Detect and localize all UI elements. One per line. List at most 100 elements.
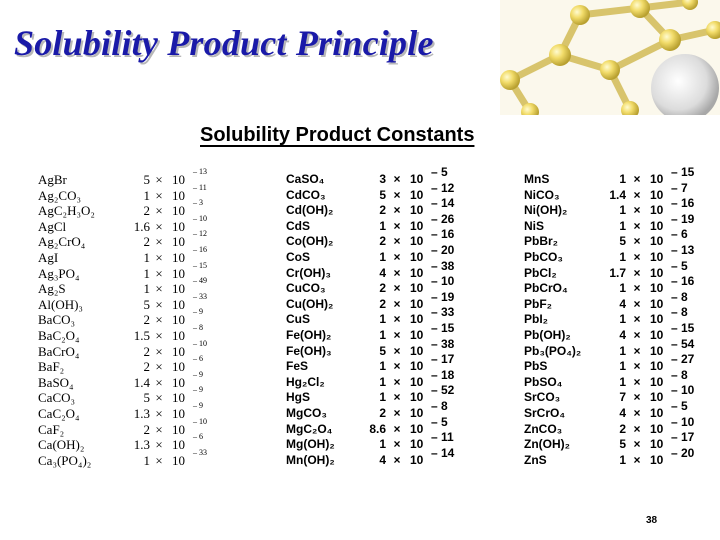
ksp-base: 10 (650, 374, 664, 389)
times-sign: × (393, 218, 401, 233)
compound-name: CuCO₃ (286, 281, 326, 296)
compound-name: CdS (286, 218, 310, 233)
times-sign: × (155, 234, 163, 250)
ksp-mantissa: 1 (619, 452, 626, 467)
compound-name: Pb₃(PO₄)₂ (524, 343, 582, 358)
table-row: PbCrO₄ 1 × 10 – 16 (524, 275, 720, 297)
ksp-exponent: – 16 (193, 244, 207, 254)
ksp-mantissa: 1 (619, 172, 626, 186)
times-sign: × (393, 203, 401, 218)
ksp-base: 10 (650, 218, 664, 233)
ksp-mantissa: 1 (143, 187, 151, 203)
times-sign: × (155, 281, 163, 297)
times-sign: × (393, 374, 401, 389)
table-row: BaCO₃ 2 × 10 – 9 (38, 308, 238, 328)
ksp-base: 10 (650, 343, 664, 358)
compound-name: BaCrO₄ (38, 343, 80, 359)
ksp-mantissa: 5 (143, 296, 151, 312)
ksp-base: 10 (410, 172, 424, 186)
ksp-exponent: – 15 (671, 165, 695, 179)
table-row: BaSO₄ 1.4 × 10 – 9 (38, 370, 238, 391)
ksp-base: 10 (172, 203, 185, 219)
times-sign: × (633, 265, 641, 280)
compound-name: CaF₂ (38, 421, 65, 437)
compound-name: Fe(OH)₂ (286, 327, 332, 342)
times-sign: × (633, 312, 641, 327)
ksp-base: 10 (172, 265, 185, 281)
ksp-exponent: – 20 (431, 242, 455, 257)
ksp-mantissa: 1 (379, 312, 386, 327)
ksp-mantissa: 2 (143, 203, 151, 219)
ksp-exponent: – 8 (671, 305, 688, 320)
ksp-base: 10 (650, 296, 664, 311)
compound-name: HgS (286, 390, 310, 405)
ksp-base: 10 (650, 249, 664, 264)
times-sign: × (393, 405, 401, 420)
table-row: AgI 1 × 10 – 16 (38, 245, 238, 266)
ksp-exponent: – 38 (431, 336, 455, 351)
ksp-mantissa: 1 (619, 249, 626, 264)
compound-name: Ca(OH)₂ (38, 437, 85, 453)
ksp-mantissa: 5 (379, 343, 386, 358)
compound-name: PbI₂ (524, 312, 548, 327)
ksp-base: 10 (650, 265, 664, 280)
ksp-exponent: – 10 (193, 213, 207, 223)
table-row: CaC₂O₄ 1.3 × 10 – 9 (38, 401, 238, 422)
ksp-mantissa: 5 (143, 172, 151, 187)
times-sign: × (393, 390, 401, 405)
compound-name: MgC₂O₄ (286, 421, 333, 436)
ksp-exponent: – 16 (431, 227, 455, 242)
ksp-base: 10 (650, 359, 664, 374)
ksp-exponent: – 49 (193, 276, 207, 286)
compound-name: PbS (524, 359, 548, 374)
table-row: PbS 1 × 10 – 27 (524, 353, 720, 375)
table-row: NiCO₃ 1.4 × 10 – 7 (524, 182, 720, 204)
table-row: Ca₃(PO₄)₂ 1 × 10 – 33 (38, 448, 238, 469)
ksp-exponent: – 16 (671, 274, 695, 289)
table-row: Fe(OH)₂ 1 × 10 – 15 (286, 322, 486, 344)
table-row: MgCO₃ 2 × 10 – 8 (286, 400, 486, 422)
compound-name: PbSO₄ (524, 374, 563, 389)
ksp-exponent: – 9 (193, 400, 203, 410)
times-sign: × (155, 203, 163, 219)
compound-name: Cd(OH)₂ (286, 203, 334, 218)
compound-name: Hg₂Cl₂ (286, 374, 325, 389)
times-sign: × (393, 281, 401, 296)
ksp-exponent: – 20 (671, 445, 695, 460)
ksp-exponent: – 13 (671, 242, 695, 257)
ksp-base: 10 (172, 437, 185, 453)
ksp-exponent: – 12 (431, 180, 455, 195)
ksp-base: 10 (172, 327, 185, 343)
table-row: Ag₂CrO₄ 2 × 10 – 12 (38, 230, 238, 250)
ksp-base: 10 (410, 359, 424, 374)
ksp-mantissa: 2 (379, 203, 386, 218)
table-row: AgCl 1.6 × 10 – 10 (38, 214, 238, 235)
ksp-exponent: – 9 (193, 369, 203, 379)
ksp-mantissa: 1 (379, 249, 386, 264)
ksp-mantissa: 1 (379, 218, 386, 233)
times-sign: × (155, 405, 163, 421)
ksp-mantissa: 1 (619, 218, 626, 233)
table-row: MgC₂O₄ 8.6 × 10 – 5 (286, 416, 486, 438)
table-row: Cr(OH)₃ 4 × 10 – 38 (286, 260, 486, 282)
times-sign: × (393, 359, 401, 374)
ksp-base: 10 (410, 327, 424, 342)
ksp-mantissa: 1 (379, 390, 386, 405)
ksp-exponent: – 9 (193, 307, 203, 317)
times-sign: × (155, 343, 163, 359)
ksp-exponent: – 14 (431, 445, 455, 460)
ksp-mantissa: 1.4 (609, 187, 626, 202)
ksp-base: 10 (410, 281, 424, 296)
ksp-base: 10 (172, 234, 185, 250)
compound-name: CaSO₄ (286, 172, 325, 186)
ksp-exponent: – 8 (671, 289, 688, 304)
ksp-base: 10 (172, 421, 185, 437)
times-sign: × (155, 218, 163, 234)
table-row: BaC₂O₄ 1.5 × 10 – 8 (38, 323, 238, 344)
ksp-base: 10 (172, 390, 185, 406)
times-sign: × (155, 452, 163, 468)
constants-column-2: CaSO₄ 3 × 10 – 5 CdCO₃ 5 × 10 – 12 Cd(OH)₂ 2 × 10 – 14… (286, 166, 486, 468)
ksp-exponent: – 27 (671, 352, 695, 367)
times-sign: × (155, 296, 163, 312)
times-sign: × (393, 343, 401, 358)
